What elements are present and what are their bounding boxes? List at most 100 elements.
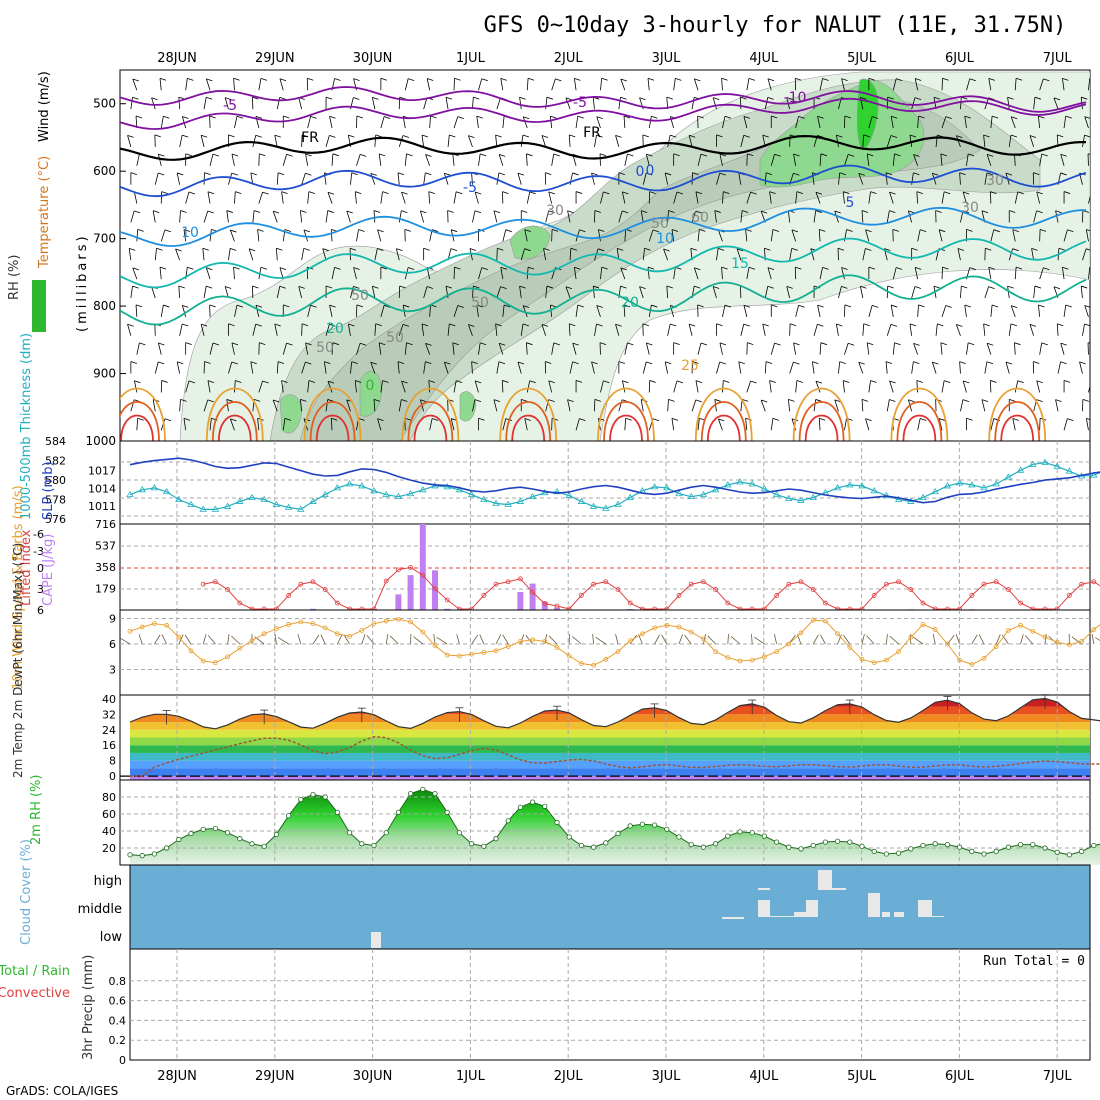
wind10m-barb: [837, 634, 842, 645]
wind-barb-flag: [132, 96, 139, 100]
thickness-point: [809, 493, 817, 501]
thickness-point: [1065, 467, 1074, 474]
wind-barb: [380, 380, 383, 393]
wind-barb: [401, 380, 406, 393]
wind-barb-flag: [896, 267, 903, 270]
wind-barb: [565, 286, 571, 299]
wind-barb-flag: [372, 97, 379, 100]
wind-barb: [476, 116, 479, 129]
contour-label: 50: [386, 330, 404, 346]
wind-barb-flag: [300, 210, 307, 213]
wind-barb-flag: [570, 247, 578, 251]
wind-barb: [404, 153, 407, 166]
wind-barb-flag: [665, 361, 672, 365]
wind10m-barb: [277, 637, 289, 645]
wind-barb-flag: [1065, 115, 1072, 119]
rh-point: [505, 818, 511, 824]
wind10m-barb: [119, 637, 131, 645]
wind-barb-flag: [301, 323, 309, 327]
isotherm: [120, 134, 1086, 161]
wind-barb: [496, 172, 500, 185]
wind-barb-flag: [601, 266, 608, 270]
wind-barb-flag: [843, 191, 850, 195]
wind-barb-flag: [991, 115, 999, 119]
wind10m-barb: [433, 633, 436, 645]
lifted-index-point: [615, 587, 621, 592]
wind-barb: [642, 248, 645, 261]
wind-barb-flag: [764, 247, 771, 251]
wind10m-barb: [366, 635, 375, 645]
wind-barb: [917, 116, 919, 129]
wind-speed-point: [981, 656, 987, 661]
wind-barb-flag: [1086, 418, 1090, 421]
wind-barb: [551, 78, 556, 91]
wind-barb-flag: [401, 191, 408, 195]
wind-barb: [1012, 418, 1016, 431]
wind-barb: [478, 153, 481, 166]
warm-contour: [700, 401, 747, 441]
cloud-bar: [818, 870, 832, 889]
wind-barb: [478, 78, 483, 91]
wind-barb: [722, 305, 726, 317]
wind-barb: [522, 305, 528, 318]
wind-barb: [154, 361, 159, 374]
wind-barb-flag: [983, 134, 990, 138]
wind-barb: [770, 229, 774, 242]
wind-barb-flag: [255, 134, 262, 138]
wind10m-barb: [571, 636, 582, 645]
wind-barb-flag: [719, 342, 727, 346]
rh-point: [773, 839, 780, 845]
wind-barb-flag: [718, 418, 725, 422]
wind-barb-flag: [1011, 116, 1018, 120]
wind-barb-flag: [231, 342, 239, 346]
wind-barb-flag: [714, 399, 721, 402]
wind-barb: [429, 116, 431, 129]
wind-barb: [575, 418, 580, 431]
wind-barb: [1080, 286, 1083, 299]
wind-barb: [618, 97, 621, 110]
wind-barb: [909, 134, 913, 147]
wind-barb-flag: [820, 153, 828, 157]
wind-barb: [743, 305, 748, 317]
wind-barb-flag: [1062, 266, 1069, 270]
wind-barb: [322, 248, 327, 261]
wind-barb-flag: [1043, 78, 1050, 82]
wind10m-barb: [955, 634, 960, 645]
wind-barb-flag: [599, 153, 607, 157]
wind-barb: [176, 172, 181, 185]
wind-barb-flag: [377, 418, 384, 422]
wind-barb-flag: [137, 417, 144, 421]
wind-barb-flag: [914, 97, 922, 100]
wind-barb: [202, 248, 205, 261]
wind-barb-flag: [327, 210, 334, 213]
wind-barb-flag: [493, 399, 501, 403]
wind-barb-flag: [353, 285, 360, 289]
wind-barb-flag: [281, 191, 288, 195]
wind-barb: [234, 380, 236, 393]
wind-barb-flag: [577, 115, 584, 119]
wind-barb-flag: [834, 399, 841, 403]
thickness-point: [833, 484, 842, 491]
wind-barb: [425, 343, 431, 355]
lifted-index-point: [688, 581, 694, 587]
wind-barb: [551, 342, 555, 355]
wind-barb-flag: [279, 78, 287, 82]
wind-barb-flag: [981, 399, 989, 403]
wind-barb-flag: [454, 266, 461, 270]
wind-speed-point: [1091, 627, 1097, 632]
cape-bar: [554, 607, 560, 610]
wind-barb-flag: [788, 399, 795, 402]
thickness-point: [309, 497, 317, 504]
wind-barb: [868, 305, 873, 317]
wind-barb: [373, 210, 376, 223]
wind-barb-flag: [836, 134, 843, 138]
thickness-point: [650, 483, 659, 490]
wind-speed-point: [835, 631, 840, 637]
wind-barb-flag: [158, 172, 165, 176]
wind-barb-flag: [860, 97, 867, 100]
wind-barb-flag: [761, 210, 768, 214]
wind-barb-flag: [844, 115, 852, 119]
wind-barb: [423, 286, 428, 299]
contour-label: 60: [691, 210, 709, 226]
wind-barb-flag: [844, 304, 852, 308]
